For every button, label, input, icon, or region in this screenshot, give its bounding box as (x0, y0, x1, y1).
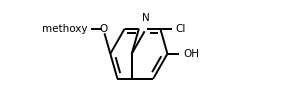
Text: OH: OH (184, 49, 200, 59)
Text: O: O (99, 24, 107, 34)
Text: methoxy: methoxy (42, 24, 88, 34)
Text: Cl: Cl (176, 24, 186, 34)
Text: N: N (142, 13, 150, 23)
